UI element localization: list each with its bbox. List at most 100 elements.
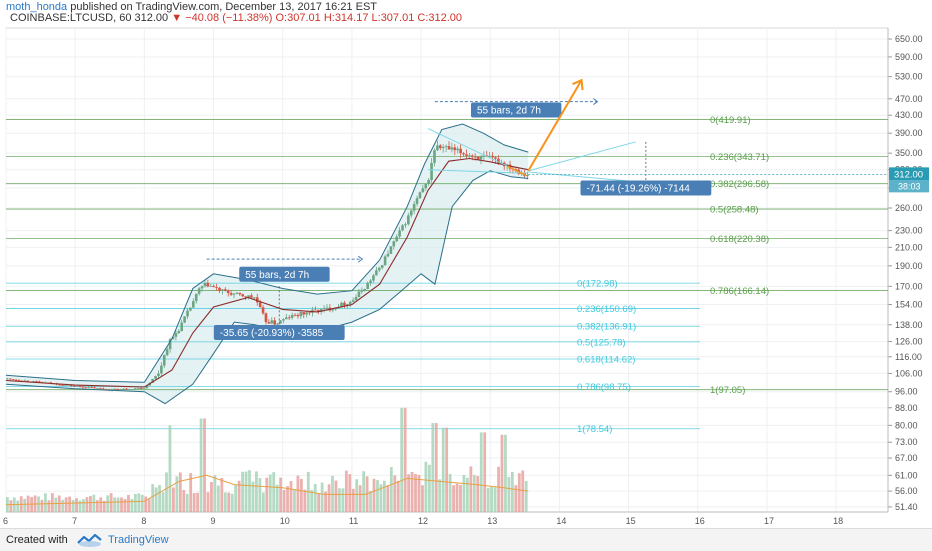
volume-bar — [203, 418, 206, 512]
candle-body — [212, 285, 215, 288]
volume-bar — [168, 425, 172, 512]
volume-bar — [151, 484, 155, 512]
candle-body — [145, 385, 149, 389]
candle-body — [424, 183, 428, 189]
fib-lower-label: 0.382(136.91) — [577, 322, 636, 333]
volume-bar — [272, 472, 276, 512]
volume-bar — [472, 474, 476, 512]
y-tick-label: 154.00 — [895, 300, 923, 310]
candle-body — [99, 388, 102, 389]
symbol-label[interactable]: COINBASE:LTCUSD, 60 — [10, 12, 132, 24]
volume-bar — [9, 500, 13, 512]
candle-body — [261, 307, 265, 314]
volume-bar — [521, 470, 525, 512]
candle-body — [462, 153, 465, 155]
price-chart[interactable]: 650.00 590.00 530.00 470.00 430.00 390.00 350.… — [0, 24, 932, 528]
candle-body — [192, 301, 195, 308]
candle-body — [75, 385, 79, 387]
volume-bar — [95, 500, 99, 512]
volume-bar — [427, 464, 431, 512]
candle-body — [497, 158, 500, 164]
candle-body — [136, 388, 140, 389]
candle-body — [395, 236, 399, 242]
candle-body — [450, 147, 454, 150]
candle-body — [366, 282, 369, 289]
range-upper-label: 55 bars, 2d 7h — [477, 106, 541, 117]
y-tick-label: 470.00 — [895, 94, 923, 104]
volume-bar — [441, 427, 445, 512]
range-lower-label: 55 bars, 2d 7h — [245, 270, 309, 281]
range-upper-arrow-icon — [593, 98, 599, 105]
candle-body — [427, 179, 430, 184]
volume-bar — [71, 499, 75, 512]
volume-bar — [296, 475, 300, 512]
volume-bar — [175, 476, 179, 512]
volume-bar — [147, 498, 151, 512]
candle-body — [314, 309, 317, 311]
volume-bar — [23, 498, 27, 512]
candle-body — [122, 388, 125, 390]
candle-body — [491, 155, 494, 158]
y-tick-label: 190.00 — [895, 261, 923, 271]
candle-body — [494, 157, 497, 159]
measure-upper-label: -71.44 (-19.26%) -7144 — [586, 183, 690, 194]
measure-upper-label-bg — [580, 180, 712, 196]
candle-body — [238, 292, 242, 295]
volume-bar — [497, 466, 500, 512]
candle-body — [72, 385, 76, 387]
volume-bar — [486, 487, 490, 512]
y-tick-label: 350.00 — [895, 148, 923, 158]
volume-bar — [78, 500, 82, 512]
candle-body — [189, 307, 192, 311]
candle-body — [299, 312, 303, 317]
candle-body — [369, 280, 372, 283]
candle-body — [421, 188, 425, 193]
volume-bar — [438, 479, 442, 512]
candle-body — [209, 285, 213, 287]
author-link[interactable]: moth_honda — [6, 1, 68, 13]
candle-body — [250, 295, 253, 298]
tradingview-brand[interactable]: TradingView — [108, 534, 169, 546]
volume-bar — [466, 477, 469, 512]
candle-body — [177, 331, 181, 334]
volume-bar — [248, 470, 251, 512]
volume-bar — [355, 479, 359, 512]
projection-line-lower — [528, 171, 636, 183]
volume-bar — [483, 432, 487, 512]
candle-body — [32, 381, 35, 382]
volume-bar — [192, 493, 196, 512]
candle-body — [285, 317, 288, 320]
x-tick-label: 6 — [3, 516, 8, 526]
candle-body — [293, 314, 297, 316]
candle-body — [351, 300, 355, 302]
volume-bar — [227, 492, 231, 512]
candle-body — [131, 389, 134, 391]
candle-body — [113, 388, 117, 390]
candle-body — [412, 203, 416, 211]
projection-arrow-line — [527, 79, 583, 172]
y-tick-label: 56.00 — [895, 486, 918, 496]
volume-bar — [369, 490, 372, 512]
x-tick-label: 12 — [418, 516, 428, 526]
bollinger-basis-line — [5, 157, 529, 388]
x-tick-label: 18 — [833, 516, 843, 526]
candle-body — [160, 365, 163, 374]
volume-bar — [137, 493, 141, 512]
fib-lower-label: 0.618(114.62) — [577, 355, 635, 366]
volume-bar — [507, 476, 511, 512]
volume-bar — [407, 474, 411, 512]
volume-bar — [445, 427, 449, 512]
volume-bar — [213, 475, 217, 512]
candle-body — [101, 388, 105, 390]
bollinger-fill — [6, 124, 529, 404]
candle-body — [319, 308, 323, 312]
candle-body — [436, 145, 439, 151]
candle-body — [157, 373, 160, 376]
fib-upper-label: 0(419.91) — [710, 115, 751, 126]
candle-body — [223, 289, 227, 291]
volume-bar — [178, 472, 182, 512]
volume-bar — [251, 481, 255, 512]
volume-bar — [286, 486, 289, 512]
candle-body — [186, 310, 189, 317]
candle-body — [363, 288, 367, 292]
